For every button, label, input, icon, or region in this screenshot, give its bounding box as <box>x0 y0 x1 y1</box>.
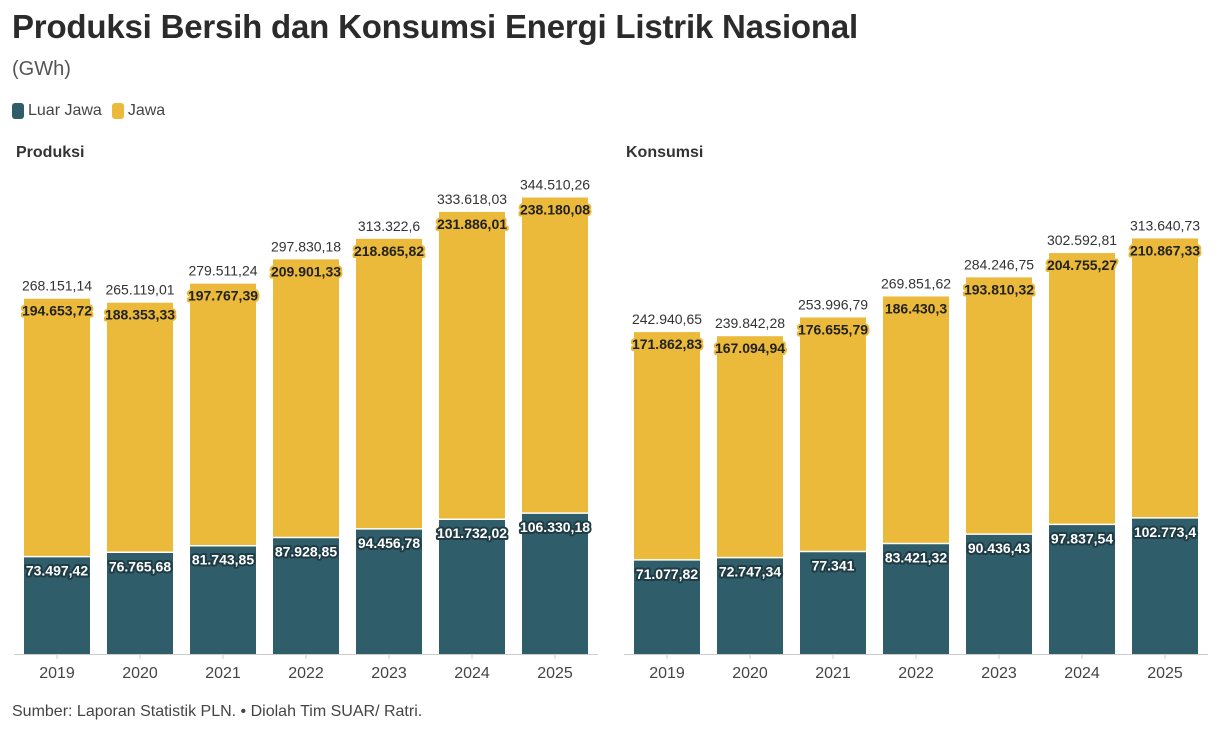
produksi-tick-label-2025: 2025 <box>537 665 573 682</box>
produksi-bar-jawa-2024 <box>439 211 505 520</box>
konsumsi-bar-jawa-2021 <box>800 317 866 552</box>
legend: Luar Jawa Jawa <box>12 102 165 120</box>
konsumsi-label-luar-jawa-2023: 90.436,43 <box>968 540 1030 556</box>
konsumsi-label-luar-jawa-2020: 72.747,34 <box>719 564 781 580</box>
produksi-label-total-2024: 333.618,03 <box>437 191 507 207</box>
konsumsi-bar-luar-jawa-2019 <box>634 559 700 654</box>
konsumsi-tick-label-2022: 2022 <box>898 665 934 682</box>
legend-item-jawa: Jawa <box>111 102 166 120</box>
konsumsi-label-jawa-2023: 193.810,32 <box>964 281 1034 297</box>
produksi-tick-label-2019: 2019 <box>39 665 75 682</box>
produksi-bar-luar-jawa-2021 <box>190 545 256 654</box>
produksi-label-total-2025: 344.510,26 <box>520 177 590 193</box>
produksi-label-jawa-2021: 197.767,39 <box>188 288 258 304</box>
konsumsi-label-total-2022: 269.851,62 <box>881 275 951 291</box>
produksi-tick-label-2022: 2022 <box>288 665 324 682</box>
produksi-bar-luar-jawa-2025 <box>522 513 588 654</box>
produksi-label-jawa-2022: 209.901,33 <box>271 263 341 279</box>
legend-label-jawa: Jawa <box>127 102 166 119</box>
konsumsi-bar-jawa-2019 <box>634 332 700 560</box>
produksi-label-total-2021: 279.511,24 <box>188 263 257 279</box>
konsumsi-label-total-2021: 253.996,79 <box>798 296 868 312</box>
konsumsi-tick-label-2024: 2024 <box>1064 665 1100 682</box>
konsumsi-bar-luar-jawa-2025 <box>1132 517 1198 654</box>
produksi-label-total-2019: 268.151,14 <box>22 278 92 294</box>
konsumsi-bar-jawa-2024 <box>1049 253 1115 525</box>
chart-subtitle: (GWh) <box>12 58 71 80</box>
produksi-tick-label-2020: 2020 <box>122 665 158 682</box>
produksi-tick-label-2021: 2021 <box>205 665 241 682</box>
konsumsi-label-jawa-2020: 167.094,94 <box>715 340 785 356</box>
produksi-label-luar-jawa-2023: 94.456,78 <box>358 535 420 551</box>
konsumsi-tick-label-2023: 2023 <box>981 665 1017 682</box>
konsumsi-bar-jawa-2022 <box>883 296 949 544</box>
konsumsi-label-luar-jawa-2022: 83.421,32 <box>885 549 947 565</box>
produksi-label-luar-jawa-2021: 81.743,85 <box>192 552 254 568</box>
produksi-label-luar-jawa-2020: 76.765,68 <box>109 558 171 574</box>
legend-swatch-luar-jawa <box>12 103 24 119</box>
produksi-label-jawa-2024: 231.886,01 <box>437 216 507 232</box>
produksi-label-total-2020: 265.119,01 <box>105 282 174 298</box>
produksi-label-total-2023: 313.322,6 <box>358 218 420 234</box>
produksi-bar-jawa-2022 <box>273 259 339 538</box>
konsumsi-label-jawa-2022: 186.430,3 <box>885 300 947 316</box>
konsumsi-label-jawa-2024: 204.755,27 <box>1047 257 1117 273</box>
konsumsi-bar-jawa-2020 <box>717 336 783 558</box>
source-note: Sumber: Laporan Statistik PLN. • Diolah … <box>12 703 423 720</box>
konsumsi-bar-luar-jawa-2020 <box>717 557 783 654</box>
konsumsi-bar-jawa-2023 <box>966 277 1032 535</box>
produksi-label-jawa-2019: 194.653,72 <box>22 303 92 319</box>
produksi-tick-label-2023: 2023 <box>371 665 407 682</box>
produksi-bar-luar-jawa-2019 <box>24 556 90 654</box>
konsumsi-bar-luar-jawa-2022 <box>883 543 949 654</box>
konsumsi-tick-label-2021: 2021 <box>815 665 851 682</box>
konsumsi-label-total-2019: 242.940,65 <box>632 311 702 327</box>
produksi-tick-label-2024: 2024 <box>454 665 490 682</box>
konsumsi-bar-luar-jawa-2023 <box>966 534 1032 654</box>
produksi-label-luar-jawa-2025: 106.330,18 <box>520 519 590 535</box>
produksi-label-total-2022: 297.830,18 <box>271 238 341 254</box>
produksi-bar-jawa-2025 <box>522 197 588 514</box>
konsumsi-bar-jawa-2025 <box>1132 238 1198 518</box>
konsumsi-bar-luar-jawa-2021 <box>800 551 866 654</box>
produksi-label-luar-jawa-2024: 101.732,02 <box>437 525 507 541</box>
produksi-bar-luar-jawa-2024 <box>439 519 505 654</box>
konsumsi-label-jawa-2021: 176.655,79 <box>798 321 868 337</box>
konsumsi-tick-label-2020: 2020 <box>732 665 768 682</box>
produksi-bar-luar-jawa-2020 <box>107 552 173 654</box>
produksi-label-jawa-2023: 218.865,82 <box>354 243 424 259</box>
produksi-bar-jawa-2019 <box>24 298 90 557</box>
panel-title-konsumsi: Konsumsi <box>626 144 704 161</box>
produksi-label-luar-jawa-2022: 87.928,85 <box>275 543 337 559</box>
konsumsi-label-luar-jawa-2025: 102.773,4 <box>1134 524 1196 540</box>
konsumsi-tick-label-2025: 2025 <box>1147 665 1183 682</box>
konsumsi-label-total-2024: 302.592,81 <box>1047 232 1117 248</box>
legend-item-luar-jawa: Luar Jawa <box>12 102 102 120</box>
produksi-label-jawa-2025: 238.180,08 <box>520 202 590 218</box>
produksi-label-luar-jawa-2019: 73.497,42 <box>26 563 88 579</box>
produksi-bar-luar-jawa-2022 <box>273 537 339 654</box>
konsumsi-tick-label-2019: 2019 <box>649 665 685 682</box>
konsumsi-bar-luar-jawa-2024 <box>1049 524 1115 654</box>
legend-label-luar-jawa: Luar Jawa <box>28 102 102 119</box>
konsumsi-label-total-2023: 284.246,75 <box>964 256 1034 272</box>
produksi-bar-luar-jawa-2023 <box>356 528 422 654</box>
produksi-bar-jawa-2020 <box>107 302 173 553</box>
panel-title-produksi: Produksi <box>16 144 85 161</box>
konsumsi-label-luar-jawa-2019: 71.077,82 <box>636 566 698 582</box>
legend-swatch-jawa <box>111 103 124 119</box>
produksi-bar-jawa-2023 <box>356 238 422 529</box>
konsumsi-label-luar-jawa-2021: 77.341 <box>812 558 855 574</box>
konsumsi-label-jawa-2025: 210.867,33 <box>1130 242 1200 258</box>
chart-title: Produksi Bersih dan Konsumsi Energi List… <box>12 8 858 45</box>
konsumsi-label-total-2025: 313.640,73 <box>1130 217 1200 233</box>
produksi-bar-jawa-2021 <box>190 283 256 546</box>
konsumsi-label-luar-jawa-2024: 97.837,54 <box>1051 530 1113 546</box>
konsumsi-label-total-2020: 239.842,28 <box>715 315 785 331</box>
konsumsi-label-jawa-2019: 171.862,83 <box>632 336 702 352</box>
produksi-label-jawa-2020: 188.353,33 <box>105 307 175 323</box>
